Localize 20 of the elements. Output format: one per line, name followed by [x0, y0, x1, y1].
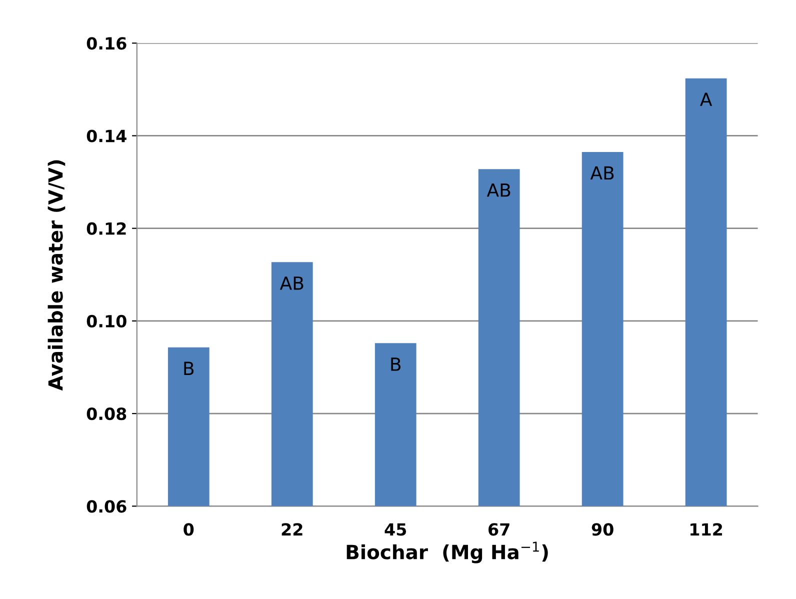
annotation: AB: [590, 166, 614, 180]
y-tick-label: 0.12: [86, 222, 126, 235]
x-tick-label: 45: [384, 523, 406, 536]
x-axis-title: Biochar (Mg Ha$^{−1}$): [346, 542, 548, 564]
x-tick-label: 112: [690, 523, 722, 536]
annotation: AB: [280, 276, 304, 290]
annotation: B: [391, 358, 401, 371]
annotation: A: [700, 92, 712, 106]
y-tick-label: 0.06: [86, 500, 126, 513]
y-axis-title: Available water (V/V): [48, 160, 66, 391]
x-tick-label: 0: [184, 523, 194, 536]
x-tick-label: 67: [488, 523, 510, 536]
y-tick-label: 0.14: [86, 130, 126, 142]
annotation: B: [184, 362, 194, 375]
x-tick-label: 22: [282, 523, 302, 536]
x-tick-label: 90: [592, 523, 614, 536]
annotation: AB: [486, 184, 510, 197]
y-tick-label: 0.10: [86, 314, 126, 328]
y-tick-label: 0.16: [86, 37, 126, 50]
y-tick-label: 0.08: [86, 408, 126, 420]
